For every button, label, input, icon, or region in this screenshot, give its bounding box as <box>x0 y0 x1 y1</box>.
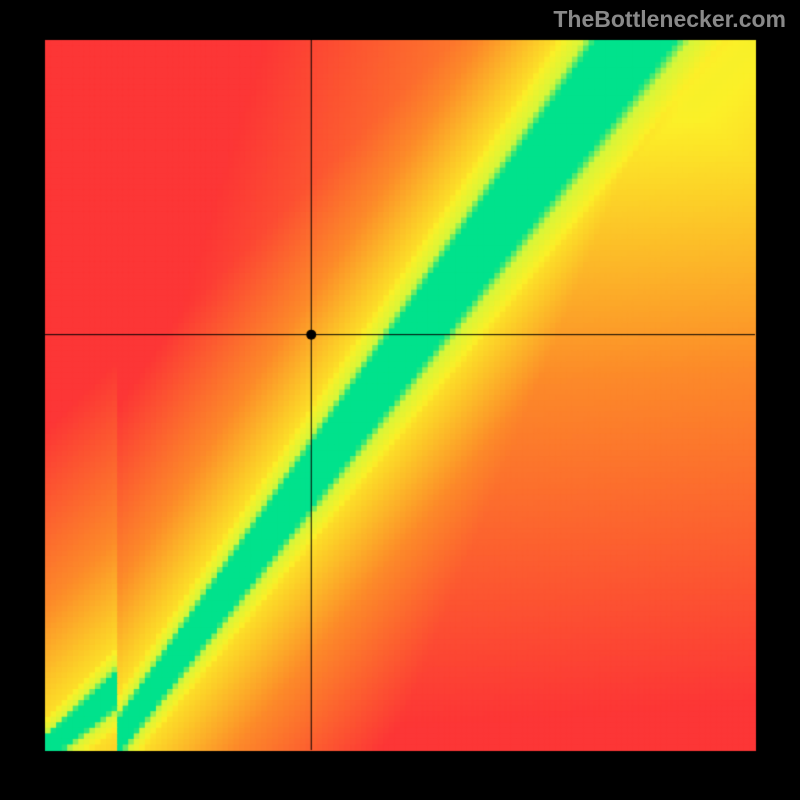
watermark-text: TheBottlenecker.com <box>553 6 786 33</box>
bottleneck-heatmap <box>0 0 800 800</box>
